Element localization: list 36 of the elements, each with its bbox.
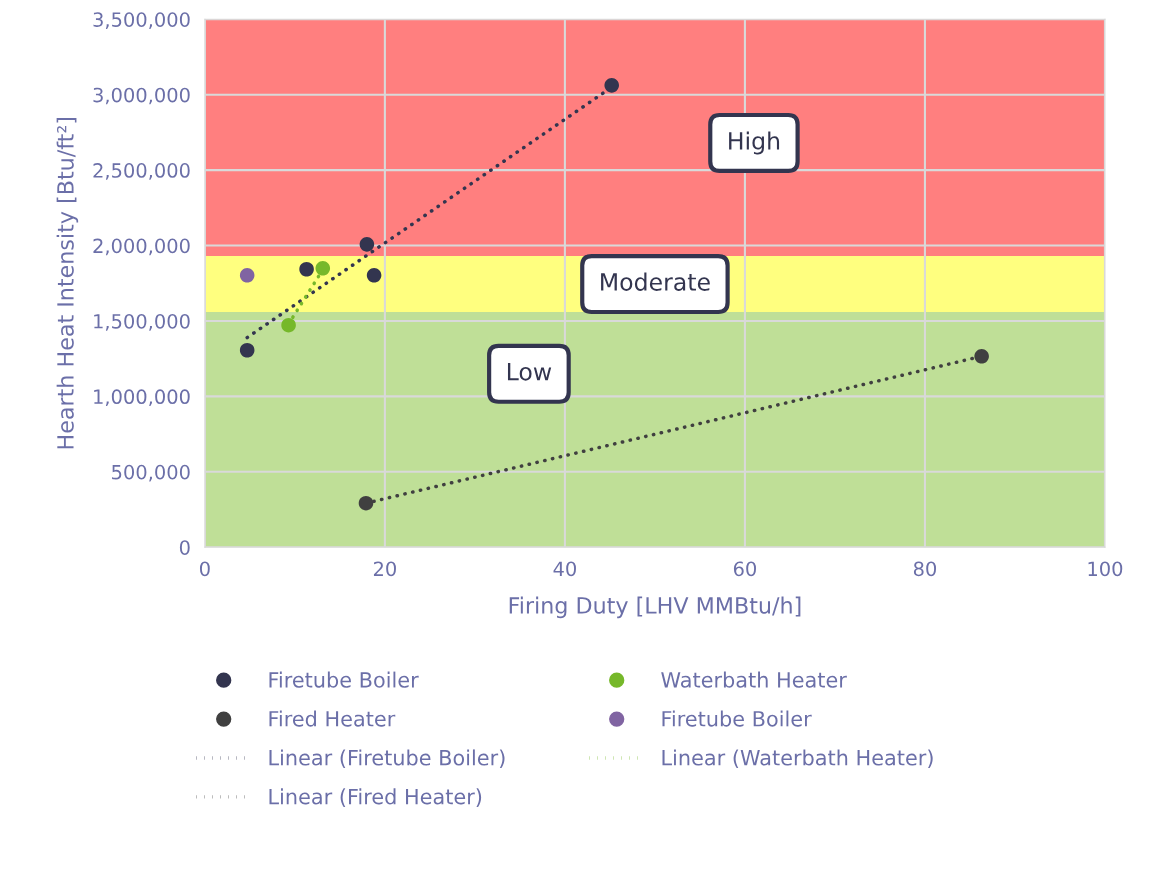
x-tick-label: 60 (733, 561, 757, 577)
legend-label: Fired Heater (269, 710, 396, 727)
point (315, 261, 331, 276)
legend-label: Waterbath Heater (661, 671, 847, 688)
y-tick-label: 1,000,000 (94, 389, 190, 407)
x-tick-label: 0 (199, 561, 210, 577)
legend-label: Firetube Boiler (662, 710, 812, 727)
point (366, 267, 382, 283)
x-tick-label: 100 (1088, 561, 1123, 577)
y-tick-label: 2,500,000 (93, 163, 190, 180)
point (358, 495, 374, 511)
x-axis-title: Firing Duty [LHV MMBtu/h] (509, 596, 801, 619)
legend-label: Linear (Waterbath Heater) (662, 749, 933, 768)
point (281, 317, 296, 333)
legend-label: Linear (Firetube Boiler) (269, 749, 505, 768)
y-tick-label: 2,000,000 (93, 238, 190, 256)
y-tick-label: 3,000,000 (93, 87, 190, 105)
y-tick-label: 3,500,000 (93, 12, 190, 29)
y-tick-label: 0 (179, 540, 190, 555)
point (239, 342, 255, 358)
point (239, 267, 255, 283)
y-axis-title: Hearth Heat Intensity [Btu/ft²] (56, 117, 79, 449)
band-label: Low (507, 363, 552, 381)
x-tick-label: 80 (913, 561, 937, 577)
x-tick-label: 20 (373, 561, 396, 577)
point (604, 78, 619, 93)
point (299, 261, 314, 277)
x-tick-label: 40 (553, 561, 576, 577)
y-tick-label: 500,000 (112, 464, 190, 482)
legend-label: Linear (Fired Heater) (269, 788, 482, 807)
band-label: Moderate (601, 272, 710, 291)
point (359, 237, 375, 252)
point (974, 349, 989, 364)
band-label: High (729, 131, 780, 155)
legend-label: Firetube Boiler (269, 671, 419, 688)
y-tick-label: 1,500,000 (94, 313, 190, 331)
